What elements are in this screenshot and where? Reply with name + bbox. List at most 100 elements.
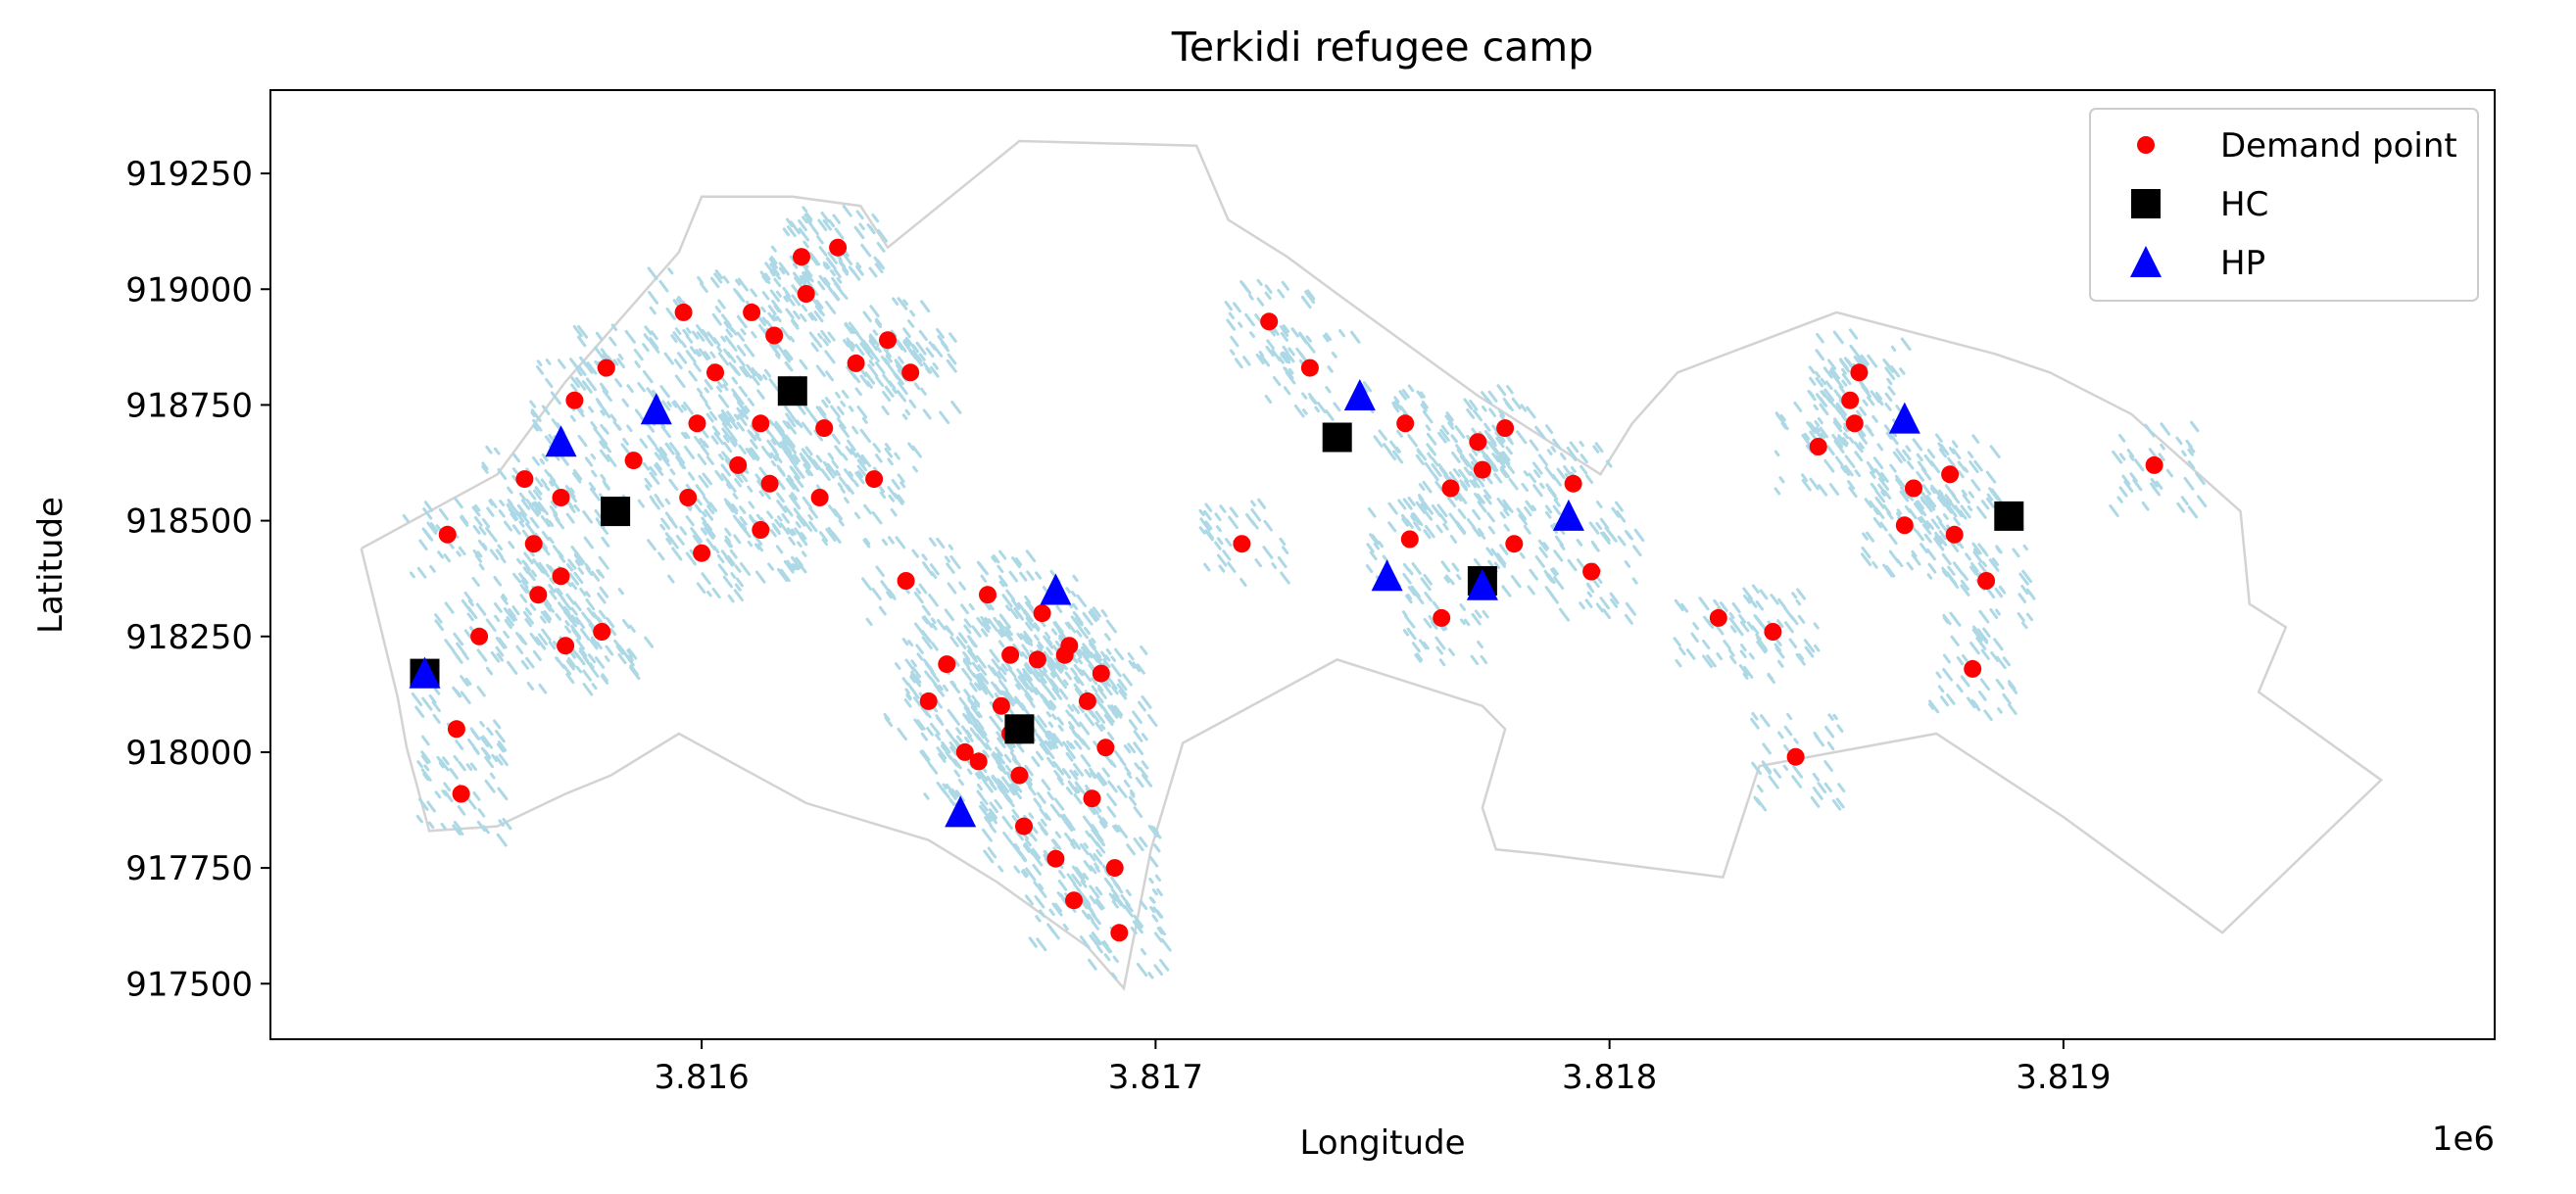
building-mark (577, 655, 583, 662)
building-mark (1738, 614, 1747, 624)
building-mark (1034, 634, 1040, 642)
building-mark (2018, 572, 2029, 586)
building-mark (1553, 576, 1565, 591)
building-mark (498, 819, 505, 828)
building-mark (1879, 521, 1888, 532)
building-mark (1132, 661, 1142, 673)
building-mark (1149, 906, 1156, 914)
building-mark (1807, 389, 1817, 402)
building-mark (1779, 413, 1786, 422)
building-mark (888, 536, 895, 545)
building-mark (1938, 448, 1947, 458)
building-mark (704, 379, 713, 391)
building-mark (1133, 806, 1143, 818)
hp-marker (1888, 402, 1920, 434)
building-mark (613, 639, 621, 648)
building-mark (1084, 713, 1095, 727)
building-mark (1051, 838, 1062, 850)
demand-point (1941, 465, 1960, 484)
building-mark (1906, 460, 1915, 470)
building-mark (1271, 349, 1282, 361)
building-mark (1053, 770, 1064, 783)
building-mark (1230, 335, 1239, 348)
building-mark (1962, 494, 1970, 504)
building-mark (550, 477, 560, 490)
building-mark (649, 338, 656, 348)
building-mark (1920, 515, 1930, 529)
building-mark (1099, 703, 1107, 713)
building-mark (1078, 625, 1089, 640)
building-mark (1387, 521, 1397, 533)
building-mark (1036, 791, 1046, 804)
building-mark (460, 675, 469, 688)
building-mark (673, 400, 684, 413)
building-mark (1280, 331, 1288, 342)
building-mark (1011, 808, 1020, 819)
building-mark (1836, 724, 1844, 733)
building-mark (1095, 848, 1103, 857)
building-mark (867, 363, 879, 378)
building-mark (624, 653, 635, 667)
building-mark (649, 471, 660, 485)
building-mark (1874, 392, 1883, 401)
building-mark (1113, 882, 1124, 894)
building-mark (1033, 716, 1044, 730)
building-mark (1523, 524, 1531, 535)
building-mark (1089, 834, 1099, 847)
building-mark (1543, 569, 1555, 584)
building-mark (791, 455, 800, 465)
building-mark (1487, 525, 1495, 535)
building-mark (1675, 658, 1682, 668)
x-axis-label: Longitude (1299, 1123, 1465, 1163)
building-mark (921, 630, 932, 644)
building-mark (495, 755, 504, 766)
building-mark (453, 754, 460, 762)
building-mark (1090, 771, 1096, 780)
demand-point (1841, 391, 1860, 409)
building-mark (1113, 705, 1124, 717)
building-mark (1290, 327, 1299, 338)
building-mark (869, 337, 876, 346)
demand-point (447, 720, 465, 739)
building-mark (1942, 653, 1951, 664)
building-mark (1338, 329, 1345, 338)
building-mark (1316, 402, 1327, 413)
building-mark (913, 718, 924, 731)
building-mark (1602, 608, 1612, 620)
building-mark (1262, 546, 1274, 559)
building-mark (485, 527, 491, 534)
building-mark (768, 343, 778, 354)
building-mark (1062, 923, 1069, 931)
building-mark (1057, 724, 1064, 732)
building-mark (426, 521, 438, 535)
building-mark (1076, 594, 1087, 607)
building-mark (974, 628, 982, 638)
building-mark (1028, 936, 1038, 948)
building-mark (783, 296, 789, 303)
y-tick-label: 918500 (125, 502, 253, 542)
building-mark (1778, 476, 1785, 484)
building-mark (1440, 560, 1451, 573)
building-mark (575, 616, 586, 630)
legend-marker-hp (2130, 246, 2162, 277)
building-mark (996, 737, 1006, 748)
building-mark (591, 469, 598, 478)
building-mark (1523, 470, 1530, 477)
building-mark (725, 328, 734, 338)
building-mark (1435, 645, 1443, 655)
building-mark (884, 716, 894, 728)
building-mark (1786, 712, 1793, 721)
building-mark (979, 672, 990, 685)
building-mark (1880, 472, 1889, 483)
building-mark (848, 470, 853, 477)
building-mark (520, 579, 529, 589)
building-mark (907, 442, 915, 452)
building-mark (1803, 639, 1816, 653)
building-mark (1993, 638, 2004, 651)
building-mark (1494, 431, 1505, 444)
building-mark (1883, 490, 1892, 500)
building-mark (916, 652, 924, 661)
building-mark (909, 310, 916, 317)
building-mark (1103, 713, 1114, 727)
building-mark (1070, 667, 1078, 677)
